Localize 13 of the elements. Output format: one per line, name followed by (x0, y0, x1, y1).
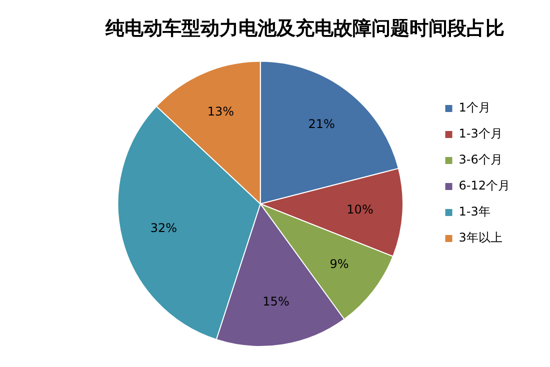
legend-label: 1-3个月 (458, 126, 502, 141)
data-label: 32% (150, 220, 178, 235)
legend-label: 3-6个月 (458, 152, 502, 167)
legend-label: 3年以上 (458, 230, 502, 245)
data-label: 10% (346, 202, 374, 216)
data-label: 15% (262, 294, 290, 309)
legend-label: 1个月 (458, 100, 490, 115)
data-label: 9% (330, 257, 349, 272)
legend-label: 6-12个月 (458, 178, 510, 193)
chart-title: 纯电动车型动力电池及充电故障问题时间段占比 (104, 17, 504, 40)
legend-label: 1-3年 (458, 204, 490, 219)
data-label: 13% (207, 104, 234, 118)
data-label: 21% (308, 117, 335, 132)
